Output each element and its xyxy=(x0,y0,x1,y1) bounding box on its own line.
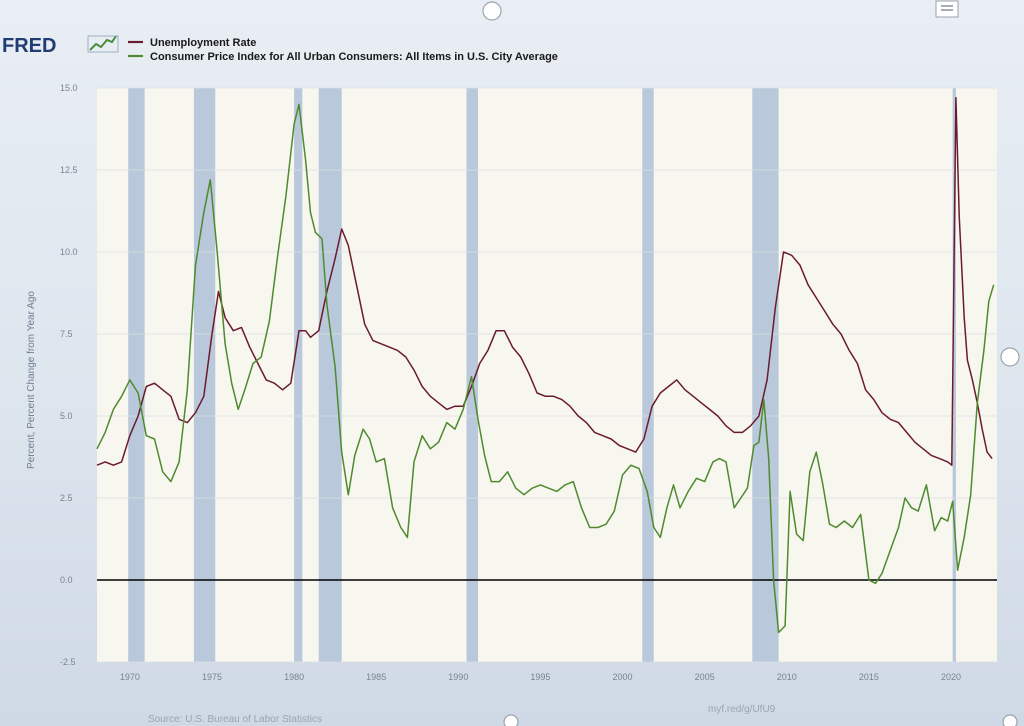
short-link[interactable]: myf.red/g/UfU9 xyxy=(708,704,776,715)
y-tick-label: 7.5 xyxy=(60,329,73,339)
x-tick-label: 1975 xyxy=(202,672,222,682)
recession-band xyxy=(466,88,479,662)
source-text: Source: U.S. Bureau of Labor Statistics xyxy=(148,714,322,725)
y-tick-label: 0.0 xyxy=(60,575,73,585)
legend: Unemployment Rate Consumer Price Index f… xyxy=(128,37,558,63)
y-axis-title: Percent, Percent Change from Year Ago xyxy=(26,291,37,469)
cpi-change-line xyxy=(96,103,995,634)
x-tick-label: 1980 xyxy=(284,672,304,682)
recession-band xyxy=(952,88,956,662)
plot-area xyxy=(97,88,997,662)
x-tick-label: 2015 xyxy=(859,672,879,682)
top-resize-handle[interactable] xyxy=(482,1,502,21)
grid xyxy=(97,87,997,663)
fred-logo-text[interactable]: FRED xyxy=(2,35,56,57)
fred-logo-icon xyxy=(87,35,119,53)
y-tick-label: 12.5 xyxy=(60,165,78,175)
recession-bands xyxy=(128,88,956,662)
y-tick-label: 5.0 xyxy=(60,411,73,421)
x-tick-label: 1995 xyxy=(530,672,550,682)
recession-band xyxy=(642,88,654,662)
y-axis-ticks: -2.5 0.0 2.5 5.0 7.5 10.0 12.5 15.0 xyxy=(60,83,78,667)
x-tick-label: 1990 xyxy=(448,672,468,682)
y-tick-label: 2.5 xyxy=(60,493,73,503)
recession-band xyxy=(752,88,779,662)
bottom-resize-handle[interactable] xyxy=(503,714,519,726)
corner-resize-handle[interactable] xyxy=(1002,714,1018,726)
recession-band xyxy=(193,88,216,662)
y-tick-label: 15.0 xyxy=(60,83,78,93)
legend-label-unemployment: Unemployment Rate xyxy=(150,37,256,49)
x-tick-label: 2010 xyxy=(777,672,797,682)
x-tick-label: 1985 xyxy=(366,672,386,682)
x-tick-label: 1970 xyxy=(120,672,140,682)
right-resize-handle[interactable] xyxy=(1000,347,1020,367)
y-tick-label: 10.0 xyxy=(60,247,78,257)
recession-band xyxy=(294,88,303,662)
x-tick-label: 2020 xyxy=(941,672,961,682)
series-lines xyxy=(96,97,995,634)
unemployment-rate-line xyxy=(96,97,993,466)
recession-band xyxy=(128,88,145,662)
x-tick-label: 2000 xyxy=(613,672,633,682)
recession-band xyxy=(318,88,342,662)
x-tick-label: 2005 xyxy=(695,672,715,682)
y-tick-label: -2.5 xyxy=(60,657,76,667)
legend-label-cpi: Consumer Price Index for All Urban Consu… xyxy=(150,51,558,63)
x-axis-ticks: 1970 1975 1980 1985 1990 1995 2000 2005 2010 2015… xyxy=(120,672,961,682)
layout-options-icon[interactable] xyxy=(935,0,959,18)
